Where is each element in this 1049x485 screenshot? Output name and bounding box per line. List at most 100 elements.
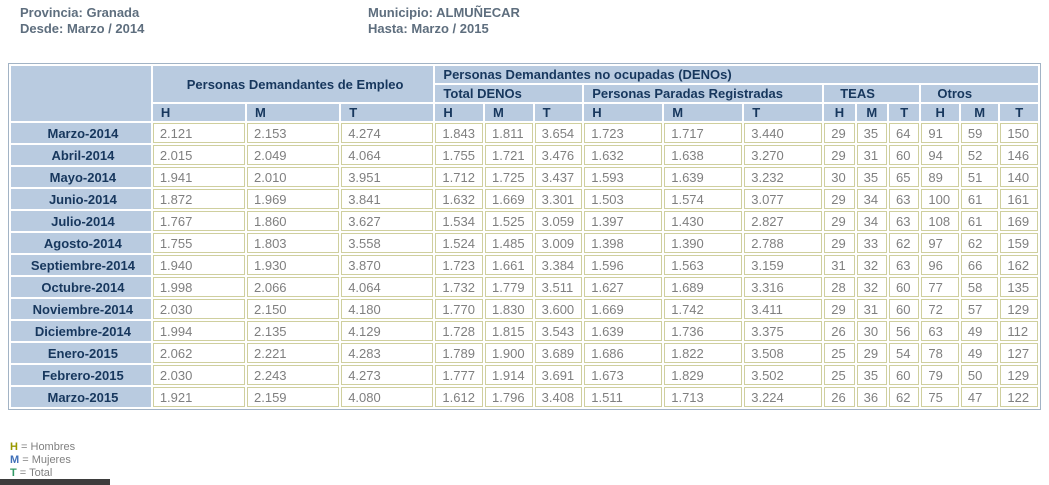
data-cell: 3.224 <box>744 387 823 407</box>
data-cell: 1.398 <box>584 233 663 253</box>
data-cell: 63 <box>889 211 920 231</box>
data-cell: 1.593 <box>584 167 663 187</box>
data-cell: 25 <box>824 343 855 363</box>
table-row: Noviembre-2014 2.030 2.150 4.180 1.770 1.830 3… <box>11 299 1038 319</box>
table-row: Diciembre-2014 1.994 2.135 4.129 1.728 1.815 3… <box>11 321 1038 341</box>
col-header-teas-t: T <box>889 104 920 121</box>
data-cell: 3.502 <box>744 365 823 385</box>
data-cell: 97 <box>921 233 959 253</box>
data-cell: 2.827 <box>744 211 823 231</box>
data-cell: 1.830 <box>485 299 533 319</box>
data-cell: 1.796 <box>485 387 533 407</box>
data-cell: 4.273 <box>341 365 434 385</box>
data-cell: 3.159 <box>744 255 823 275</box>
data-cell: 3.543 <box>534 321 583 341</box>
legend-key-m: M <box>10 454 20 466</box>
data-cell: 3.511 <box>534 277 583 297</box>
data-cell: 1.994 <box>152 321 245 341</box>
data-cell: 2.159 <box>247 387 340 407</box>
month-cell: Diciembre-2014 <box>11 321 151 341</box>
data-cell: 66 <box>960 255 999 275</box>
data-cell: 52 <box>960 145 999 165</box>
data-cell: 2.243 <box>247 365 340 385</box>
month-cell: Junio-2014 <box>11 189 151 209</box>
data-cell: 112 <box>1000 321 1038 341</box>
municipio-value: ALMUÑECAR <box>436 5 520 20</box>
data-cell: 96 <box>921 255 959 275</box>
data-cell: 62 <box>889 387 920 407</box>
data-cell: 29 <box>824 189 855 209</box>
data-cell: 35 <box>856 123 888 143</box>
data-cell: 1.777 <box>435 365 484 385</box>
group-header-denos: Personas Demandantes no ocupadas (DENOs) <box>435 66 1038 83</box>
col-header-paradas-t: T <box>744 104 823 121</box>
table-row: Junio-2014 1.872 1.969 3.841 1.632 1.669 3.301… <box>11 189 1038 209</box>
data-cell: 65 <box>889 167 920 187</box>
data-cell: 4.080 <box>341 387 434 407</box>
bottom-edge-fragment <box>0 479 110 485</box>
data-cell: 3.301 <box>534 189 583 209</box>
data-cell: 56 <box>889 321 920 341</box>
data-cell: 1.770 <box>435 299 484 319</box>
data-cell: 60 <box>889 145 920 165</box>
data-cell: 2.049 <box>247 145 340 165</box>
data-cell: 29 <box>824 233 855 253</box>
col-header-otros-m: M <box>960 104 999 121</box>
table-body: Marzo-2014 2.121 2.153 4.274 1.843 1.811 3.654… <box>11 123 1038 407</box>
data-cell: 75 <box>921 387 959 407</box>
data-cell: 1.767 <box>152 211 245 231</box>
statistics-table-container: Personas Demandantes de Empleo Personas … <box>8 63 1041 410</box>
data-cell: 26 <box>824 321 855 341</box>
data-cell: 1.815 <box>485 321 533 341</box>
provincia-line: Provincia: Granada <box>20 5 144 21</box>
month-cell: Octubre-2014 <box>11 277 151 297</box>
data-cell: 33 <box>856 233 888 253</box>
data-cell: 1.930 <box>247 255 340 275</box>
data-cell: 4.283 <box>341 343 434 363</box>
data-cell: 36 <box>856 387 888 407</box>
data-cell: 29 <box>824 123 855 143</box>
data-cell: 89 <box>921 167 959 187</box>
data-cell: 122 <box>1000 387 1038 407</box>
data-cell: 31 <box>856 145 888 165</box>
data-cell: 78 <box>921 343 959 363</box>
provincia-value: Granada <box>86 5 140 20</box>
data-cell: 1.596 <box>584 255 663 275</box>
data-cell: 63 <box>889 189 920 209</box>
col-header-otros-h: H <box>921 104 959 121</box>
data-cell: 1.779 <box>485 277 533 297</box>
data-cell: 1.742 <box>664 299 743 319</box>
data-cell: 3.077 <box>744 189 823 209</box>
data-cell: 1.669 <box>584 299 663 319</box>
group-header-teas: TEAS <box>824 85 920 102</box>
data-cell: 3.270 <box>744 145 823 165</box>
month-cell: Agosto-2014 <box>11 233 151 253</box>
legend-item-t: T = Total <box>10 467 75 480</box>
data-cell: 2.030 <box>152 299 245 319</box>
data-cell: 63 <box>889 255 920 275</box>
group-header-total-denos: Total DENOs <box>435 85 583 102</box>
data-cell: 49 <box>960 343 999 363</box>
table-row: Marzo-2014 2.121 2.153 4.274 1.843 1.811 3.654… <box>11 123 1038 143</box>
municipio-label: Municipio: <box>368 5 433 20</box>
col-header-teas-h: H <box>824 104 855 121</box>
data-cell: 3.384 <box>534 255 583 275</box>
data-cell: 1.524 <box>435 233 484 253</box>
data-cell: 1.723 <box>435 255 484 275</box>
table-row: Abril-2014 2.015 2.049 4.064 1.755 1.721 3.476… <box>11 145 1038 165</box>
data-cell: 4.064 <box>341 145 434 165</box>
col-header-paradas-m: M <box>664 104 743 121</box>
data-cell: 1.872 <box>152 189 245 209</box>
data-cell: 3.440 <box>744 123 823 143</box>
data-cell: 1.639 <box>584 321 663 341</box>
data-cell: 59 <box>960 123 999 143</box>
data-cell: 3.476 <box>534 145 583 165</box>
data-cell: 1.639 <box>664 167 743 187</box>
data-cell: 29 <box>856 343 888 363</box>
data-cell: 1.686 <box>584 343 663 363</box>
data-cell: 34 <box>856 189 888 209</box>
data-cell: 1.430 <box>664 211 743 231</box>
data-cell: 169 <box>1000 211 1038 231</box>
data-cell: 77 <box>921 277 959 297</box>
data-cell: 54 <box>889 343 920 363</box>
